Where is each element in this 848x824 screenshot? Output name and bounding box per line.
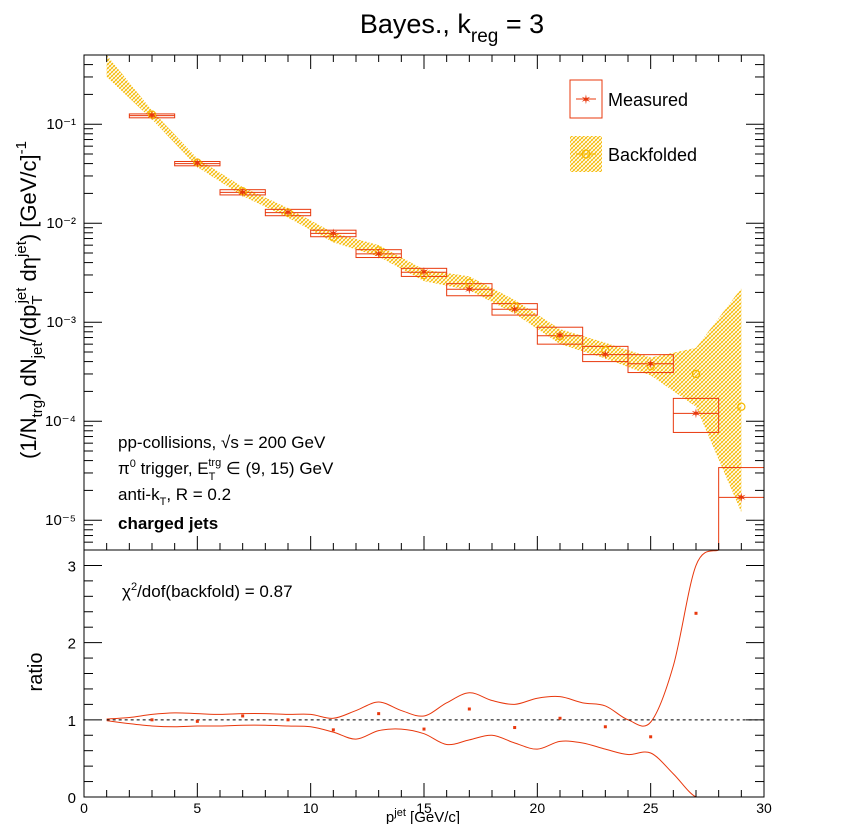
backfolded-point [374,246,383,255]
backfolded-point [555,332,565,341]
ratio-point [558,716,562,720]
ratio-point [422,727,426,731]
backfolded-point [510,302,519,311]
backfolded-point [691,369,701,379]
ratio-band-upper [106,550,749,727]
legend-entry-measured: ✶ Measured [569,79,688,119]
y-tick-label: 10⁻² [46,215,76,232]
legend-entry-backfolded: Backfolded [570,136,697,172]
x-tick-label: 5 [193,800,201,816]
ratio-point [331,728,335,732]
measured-point: ✶ [691,406,702,421]
y-tick-label: 10⁻³ [46,314,76,331]
x-tick-label: 15 [416,800,432,816]
y-tick-label: 10⁻¹ [46,116,76,133]
backfolded-point [465,278,474,288]
measured-point: ✶ [147,108,158,123]
ratio-y-tick-label: 2 [68,636,76,653]
annotation-trigger: π0 trigger, ETtrg ∈ (9, 15) GeV [118,457,334,483]
y-axis-label: (1/Ntrg) dNjet/(dpTjet dηjet) [GeV/c]-1 [13,141,46,459]
ratio-axis-label: ratio [25,653,47,692]
backfolded-point [601,346,610,355]
ratio-point [513,726,517,730]
ratio-y-tick-label: 0 [68,790,76,807]
annotation-jet-type: charged jets [118,514,218,533]
ratio-band-lower [106,720,749,797]
measured-point: ✶ [736,490,747,505]
ratio-point [286,718,290,722]
measured-point: ✶ [555,328,566,343]
backfolded-point [737,402,746,411]
backfolded-point [193,158,202,167]
chart-title: Bayes., kreg = 3 [360,9,544,47]
x-axis-label: pjet [GeV/c] [386,807,460,824]
annotation-chi2: χ2/dof(backfold) = 0.87 [122,581,293,601]
backfolded-point [283,208,293,217]
backfolded-point [238,187,247,196]
annotation-collisions: pp-collisions, √s = 200 GeV [118,433,326,452]
ratio-point [195,719,199,723]
annotations: pp-collisions, √s = 200 GeV π0 trigger, … [118,433,334,601]
ratio-point [694,611,698,615]
legend-marker-measured: ✶ [581,92,592,107]
y-tick-label: 10⁻⁴ [45,413,76,430]
ratio-point [649,735,653,739]
measured-uncertainty-box [718,467,764,550]
x-tick-label: 30 [756,800,772,816]
measured-point: ✶ [328,226,339,241]
annotation-algorithm: anti-kT, R = 0.2 [118,485,231,508]
ratio-point [377,712,381,716]
measured-point: ✶ [237,185,248,200]
ratio-point [467,707,471,711]
measured-point: ✶ [283,205,294,220]
ratio-point [150,718,154,722]
measured-point: ✶ [373,246,384,261]
ratio-point [603,725,607,729]
y-tick-label: 10⁻⁵ [45,512,76,529]
ratio-point [241,714,245,718]
ratio-y-tick-label: 1 [68,713,76,730]
measured-point: ✶ [645,356,656,371]
x-tick-label: 10 [303,800,319,816]
legend-label-backfolded: Backfolded [608,145,697,165]
measured-point: ✶ [464,282,475,297]
x-tick-label: 20 [530,800,546,816]
measured-uncertainty-box [672,397,720,433]
ratio-y-tick-label: 3 [68,558,76,575]
measured-point: ✶ [509,302,520,317]
measured-point: ✶ [600,347,611,362]
backfolded-point [147,110,157,119]
legend: ✶ Measured Backfolded [569,79,697,172]
backfolded-point [646,361,655,371]
measured-point: ✶ [419,265,430,280]
measured-point: ✶ [192,156,203,171]
backfolded-point [329,233,338,242]
x-tick-label: 0 [80,800,88,816]
x-tick-label: 25 [643,800,659,816]
spectrum-panel: ✶ ✶ ✶ ✶ ✶ ✶ ✶ ✶ ✶ ✶ ✶ ✶ ✶ ✶ 10⁻⁵ 10⁻⁴ 10⁻³ 10⁻² 10⁻¹ [45,54,765,551]
legend-label-measured: Measured [608,90,688,110]
backfolded-point [419,270,429,280]
